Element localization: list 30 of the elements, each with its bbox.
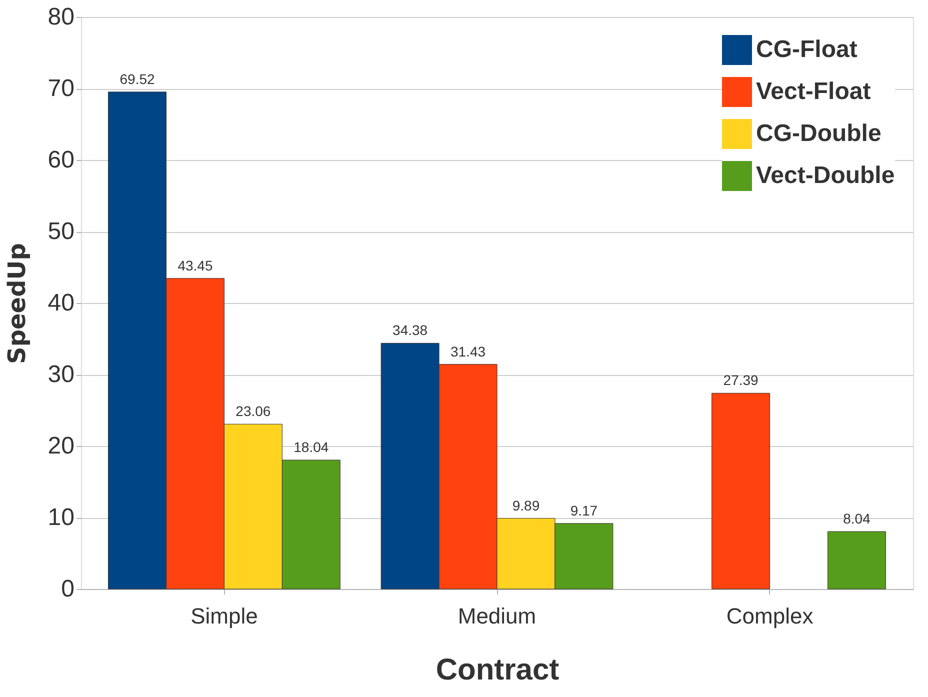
y-tick-label: 70 — [48, 75, 74, 102]
data-label: 8.04 — [843, 510, 871, 527]
data-label: 31.43 — [450, 343, 486, 360]
data-label: 18.04 — [294, 439, 329, 456]
data-label: 9.89 — [512, 497, 540, 514]
legend-label: CG-Float — [756, 36, 858, 63]
legend-label: CG-Double — [756, 120, 882, 147]
y-tick-label: 10 — [48, 504, 74, 531]
x-tick-label: Complex — [726, 604, 814, 628]
y-tick-label: 30 — [48, 361, 74, 388]
bar — [712, 392, 770, 590]
legend-label: Vect-Float — [756, 78, 871, 105]
y-tick-label: 20 — [48, 432, 74, 460]
y-tick-label: 0 — [61, 576, 74, 602]
data-label: 69.52 — [120, 70, 155, 87]
y-tick-label: 40 — [48, 290, 74, 316]
x-axis-title: Contract — [436, 654, 560, 686]
data-label: 43.45 — [178, 257, 213, 274]
y-tick-label: 80 — [48, 4, 74, 30]
x-tick-label: Medium — [458, 604, 536, 628]
y-axis-title: SpeedUp — [2, 243, 31, 364]
legend-label: Vect-Double — [756, 162, 895, 189]
y-tick-label: 50 — [48, 218, 74, 245]
bar — [828, 531, 886, 590]
y-tick-label: 60 — [48, 146, 74, 174]
data-label: 23.06 — [236, 403, 271, 420]
data-label: 34.38 — [392, 322, 428, 338]
x-tick-label: Simple — [190, 604, 258, 628]
data-label: 9.17 — [570, 502, 598, 518]
data-label: 27.39 — [723, 372, 759, 388]
